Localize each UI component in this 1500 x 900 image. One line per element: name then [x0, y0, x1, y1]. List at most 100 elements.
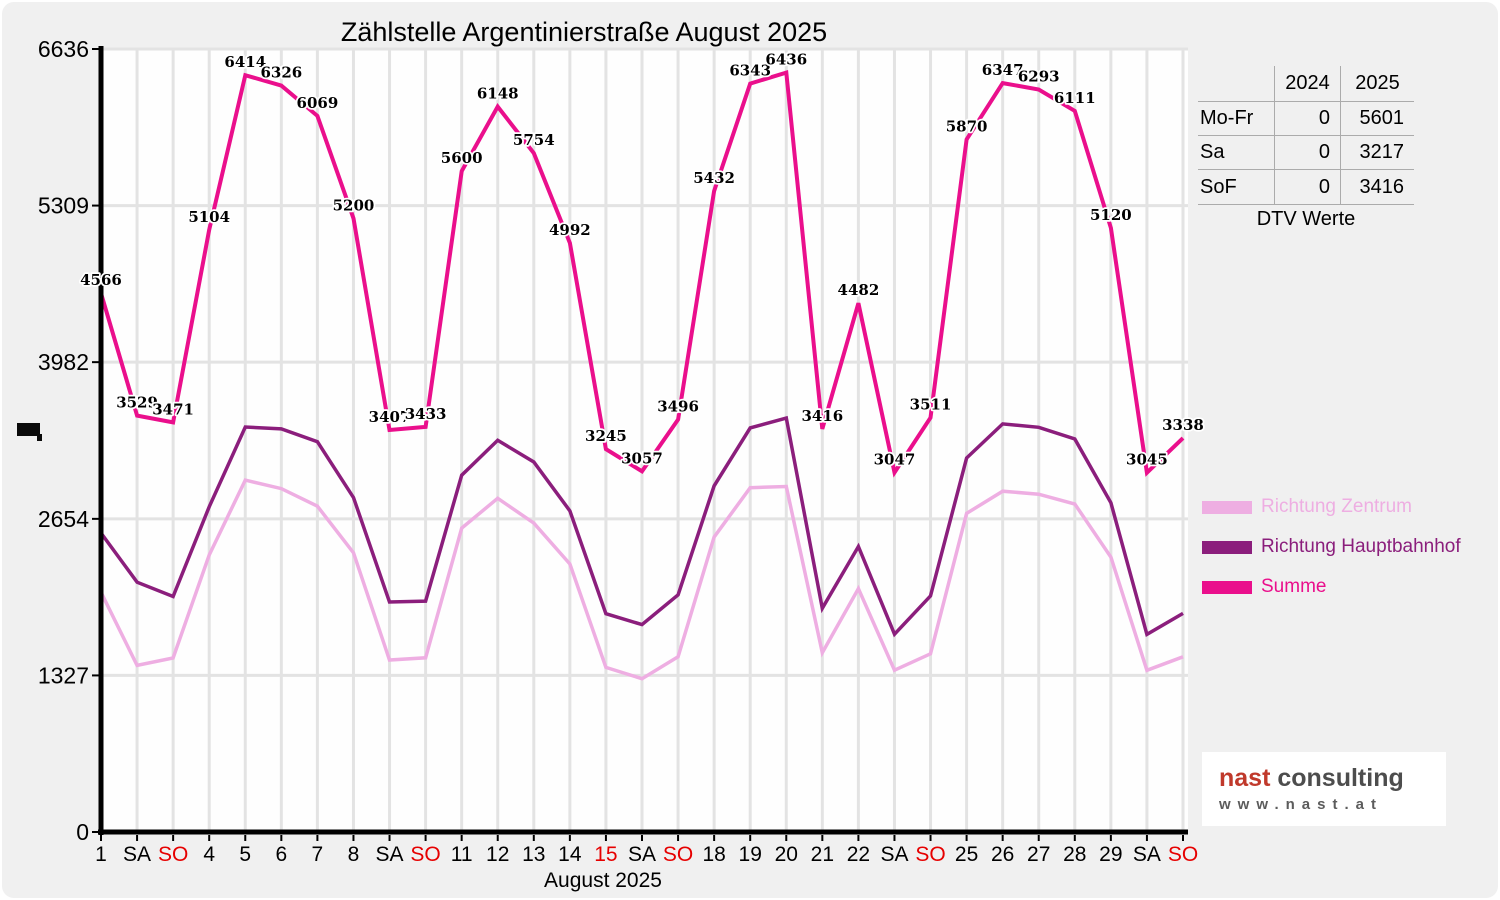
plot-area — [101, 49, 1188, 832]
x-tick-label: SA — [880, 843, 908, 866]
x-tick-label: 7 — [312, 843, 324, 866]
logo-brand-secondary: consulting — [1270, 764, 1404, 792]
table-cell: 3217 — [1340, 136, 1414, 170]
x-tick-label: 26 — [991, 843, 1014, 866]
x-tick-label: 20 — [775, 843, 798, 866]
data-label-summe: 3496 — [657, 397, 699, 415]
data-label-summe: 4566 — [80, 271, 122, 289]
x-tick-label: 12 — [486, 843, 509, 866]
data-label-summe: 4992 — [549, 221, 591, 239]
x-tick-label: 14 — [558, 843, 582, 866]
x-tick-label: 1 — [95, 843, 107, 866]
legend-item-hauptbahnhof: Richtung Hauptbahnhof — [1202, 536, 1461, 557]
series-line-richtung-hauptbahnhof — [99, 415, 1184, 638]
x-tick-label: SA — [123, 843, 151, 866]
data-label-summe: 6111 — [1054, 89, 1096, 107]
data-label-summe: 6436 — [765, 51, 807, 69]
logo-wordmark: nast consulting — [1219, 764, 1404, 793]
x-tick-label: 11 — [451, 843, 473, 866]
data-label-summe: 6069 — [297, 94, 339, 112]
x-tick-label: SO — [158, 843, 188, 866]
y-tick-label: 3982 — [38, 349, 89, 375]
table-row-label: SoF — [1198, 170, 1274, 205]
x-tick-label: 21 — [811, 843, 834, 866]
data-label-summe: 5104 — [188, 208, 230, 226]
table-cell: 0 — [1274, 102, 1340, 136]
x-tick-label: SO — [663, 843, 693, 866]
x-tick-label: 4 — [203, 843, 215, 866]
y-tick-label: 6636 — [38, 36, 89, 62]
data-label-summe: 5120 — [1090, 206, 1132, 224]
data-label-summe: 6293 — [1018, 67, 1060, 85]
x-tick-label: 28 — [1063, 843, 1086, 866]
legend-label: Richtung Zentrum — [1261, 496, 1413, 517]
x-tick-label: SO — [1168, 843, 1198, 866]
legend-label: Summe — [1261, 576, 1327, 597]
data-label-summe: 3416 — [801, 407, 843, 425]
x-tick-label: 22 — [847, 843, 870, 866]
data-label-summe: 3045 — [1126, 451, 1168, 469]
x-tick-label: 6 — [275, 843, 287, 866]
data-label-summe: 5432 — [693, 169, 735, 187]
x-tick-label: 13 — [522, 843, 545, 866]
series-line-summe — [99, 69, 1185, 478]
data-label-summe: 3245 — [585, 427, 627, 445]
table-row-label: Mo-Fr — [1198, 102, 1274, 136]
y-tick-label: 2654 — [38, 506, 89, 532]
x-tick-label: 5 — [239, 843, 251, 866]
x-tick-label: 27 — [1027, 843, 1050, 866]
x-tick-label: 19 — [739, 843, 762, 866]
legend-swatch-hauptbahnhof — [1202, 540, 1252, 554]
data-label-summe: 5754 — [513, 131, 555, 149]
legend-swatch-zentrum — [1202, 500, 1252, 514]
data-label-summe: 3057 — [621, 449, 663, 467]
logo-url: www.nast.at — [1219, 796, 1383, 813]
data-label-summe: 6414 — [224, 53, 266, 71]
x-tick-label: 25 — [955, 843, 978, 866]
x-tick-label: SA — [1133, 843, 1161, 866]
chart-title: Zählstelle Argentinierstraße August 2025 — [341, 17, 827, 47]
data-label-summe: 3433 — [405, 405, 447, 423]
y-axis-title-glyph — [17, 423, 42, 441]
x-tick-label: 15 — [594, 843, 617, 866]
dtv-table: 2024 2025 Mo-Fr 0 5601 Sa 0 3217 SoF 0 3… — [1198, 66, 1414, 205]
table-row-label: Sa — [1198, 136, 1274, 170]
logo-brand-primary: nast — [1219, 764, 1271, 792]
data-label-summe: 6347 — [982, 61, 1024, 79]
x-tick-label: 8 — [348, 843, 360, 866]
legend-swatch-summe — [1202, 580, 1252, 594]
data-label-summe: 5870 — [946, 117, 988, 135]
x-tick-label: SA — [628, 843, 656, 866]
table-cell: 0 — [1274, 170, 1340, 205]
y-tick-label: 0 — [76, 819, 89, 845]
nast-consulting-logo: nast consulting www.nast.at — [1202, 752, 1446, 826]
data-label-summe: 3471 — [152, 400, 194, 418]
data-label-summe: 5600 — [441, 149, 483, 167]
legend-label: Richtung Hauptbahnhof — [1261, 536, 1461, 557]
data-label-summe: 6326 — [260, 64, 302, 82]
table-header-2024: 2024 — [1274, 66, 1340, 102]
x-tick-label: SO — [915, 843, 945, 866]
table-caption: DTV Werte — [1256, 208, 1356, 230]
legend-item-zentrum: Richtung Zentrum — [1202, 496, 1413, 517]
data-label-summe: 5200 — [333, 196, 375, 214]
data-label-summe: 6343 — [729, 62, 771, 80]
table-cell: 5601 — [1340, 102, 1414, 136]
x-tick-label: 18 — [702, 843, 725, 866]
data-label-summe: 4482 — [838, 281, 880, 299]
table-cell: 3416 — [1340, 170, 1414, 205]
series-line-richtung-zentrum — [99, 478, 1184, 681]
data-label-summe: 3511 — [910, 396, 952, 414]
data-label-summe: 3407 — [369, 408, 411, 426]
y-tick-label: 1327 — [38, 662, 89, 688]
data-label-summe: 3338 — [1162, 416, 1204, 434]
table-corner-cell — [1198, 66, 1274, 102]
x-tick-label: SA — [376, 843, 404, 866]
x-tick-label: SO — [410, 843, 440, 866]
table-cell: 0 — [1274, 136, 1340, 170]
data-label-summe: 3529 — [116, 394, 158, 412]
x-axis-title: August 2025 — [544, 869, 662, 892]
y-tick-label: 5309 — [38, 193, 89, 219]
